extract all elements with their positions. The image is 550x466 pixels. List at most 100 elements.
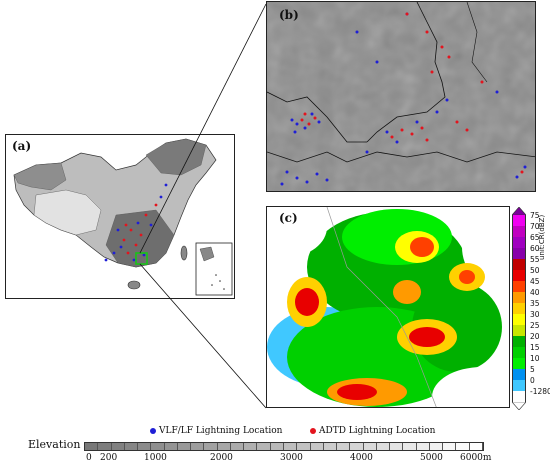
colorbar-segment [512,314,526,325]
elevation-segment [85,443,99,450]
elevation-tick-label: 0 [86,453,92,463]
panel-c-radar-map: (c) [266,206,510,408]
legend-vlf-label: VLF/LF Lightning Location [159,426,283,436]
southeast-region [105,209,175,268]
elevation-tick-label: 2000 [210,453,233,463]
panel-c-svg [267,207,509,407]
elevation-segment [283,443,298,450]
colorbar-segment [512,248,526,259]
plateau-region [33,189,102,236]
china-map-svg [13,138,233,296]
colorbar-segment [512,358,526,369]
colorbar-tick-label: 15 [530,343,540,352]
legend-vlf-dot [150,427,156,434]
northeast-region [145,138,207,176]
colorbar-arrow-bottom [512,402,526,410]
colorbar-tick-label: 0 [530,376,535,385]
elevation-colorbar [84,442,484,451]
elevation-segment [164,443,178,450]
colorbar-tick-label: 65 [530,233,540,242]
elevation-segment [310,443,324,450]
panel-b-label: (b) [279,8,299,22]
elevation-segment [469,443,483,450]
elevation-segment [443,443,457,450]
elevation-tick-label: 5000 [420,453,443,463]
colorbar-segment [512,369,526,380]
elevation-segment [177,443,192,450]
elevation-tick-label: 4000 [350,453,373,463]
colorbar-segment [512,325,526,336]
elevation-segment [124,443,139,450]
legend-vlf: VLF/LF Lightning Location [150,426,282,436]
elevation-segment [403,443,417,450]
colorbar-tick-label: 50 [530,266,540,275]
colorbar-segment [512,347,526,358]
study-area-box [135,252,148,265]
colorbar-segment [512,303,526,314]
elevation-segment [363,443,377,450]
colorbar-tick-label: 20 [530,332,540,341]
elevation-segment [429,443,444,450]
colorbar-segment [512,391,526,402]
colorbar-tick-label: 5 [530,365,535,374]
colorbar-segment [512,336,526,347]
elevation-segment [323,443,338,450]
panel-a-label: (a) [12,139,32,153]
elevation-segment [456,443,470,450]
colorbar-tick-label: 35 [530,299,540,308]
panel-b-svg [267,2,535,191]
lightning-points-a [104,183,168,262]
elevation-segment [376,443,391,450]
elevation-tick-label: 3000 [280,453,303,463]
legend-adtd-label: ADTD Lightning Location [319,426,436,436]
colorbar-arrow-top [512,207,526,215]
elevation-segment [138,443,152,450]
colorbar-tick-label: 45 [530,277,540,286]
panel-b-lightning-map: (b) [266,1,536,192]
elevation-segment [204,443,218,450]
colorbar-unit: unit:CR(dBZ) [538,214,546,260]
lightning-cluster-b [280,12,527,186]
colorbar-tick-label: 60 [530,244,540,253]
colorbar-segment [512,281,526,292]
elevation-segment [151,443,165,450]
xinjiang-region [13,162,67,191]
elevation-segment [244,443,258,450]
colorbar-tick-label: 70 [530,222,540,231]
colorbar-segment [512,226,526,237]
elevation-segment [257,443,271,450]
colorbar-tick-label: 25 [530,321,540,330]
radar-colorbar [512,207,526,410]
panel-a-china-map: (a) [5,134,235,299]
colorbar-tick-label: 10 [530,354,540,363]
elevation-segment [416,443,430,450]
colorbar-segment [512,237,526,248]
elevation-segment [98,443,112,450]
elevation-segment [337,443,351,450]
colorbar-segment [512,380,526,391]
panel-c-label: (c) [279,211,298,225]
hainan-island [127,280,141,290]
colorbar-segment [512,270,526,281]
colorbar-tick-label: 75 [530,211,540,220]
elevation-segment [350,443,364,450]
elevation-segment [230,443,245,450]
colorbar-segment [512,292,526,303]
elevation-segment [270,443,284,450]
colorbar-tick-label: 40 [530,288,540,297]
colorbar-tick-label: 55 [530,255,540,264]
elevation-segment [111,443,125,450]
elevation-segment [191,443,205,450]
legend-adtd: ADTD Lightning Location [310,426,435,436]
taiwan-island [180,245,188,261]
elevation-segment [297,443,311,450]
colorbar-segment [512,259,526,270]
colorbar-tick-label: -1280 [530,387,550,396]
legend-adtd-dot [310,427,316,434]
elevation-tick-label: 6000m [460,453,492,463]
elevation-segment [390,443,404,450]
elevation-tick-label: 1000 [144,453,167,463]
colorbar-segment [512,215,526,226]
elevation-segment [217,443,231,450]
